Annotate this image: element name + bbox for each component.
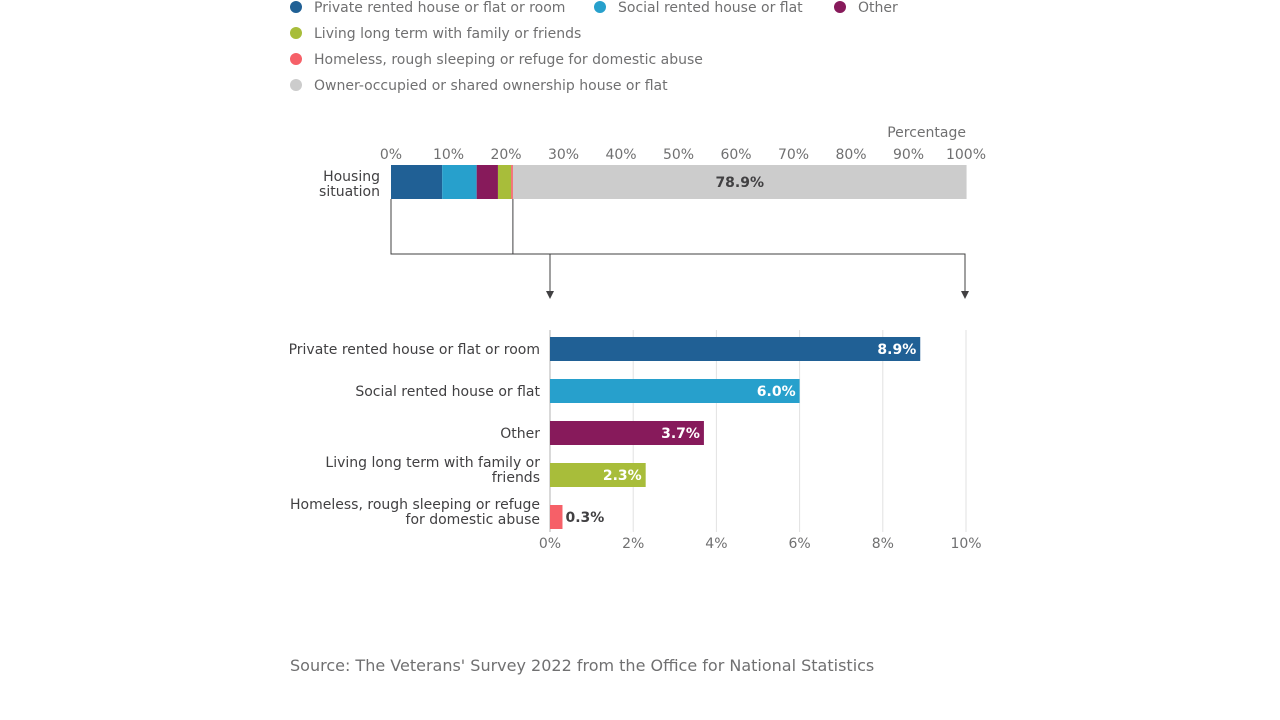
x-axis-title: Percentage — [887, 125, 966, 141]
legend-item-homeless-rough-sleeping-or-refuge-for-domestic-abuse: Homeless, rough sleeping or refuge for d… — [290, 52, 703, 68]
bar-value-label: 6.0% — [757, 384, 796, 400]
x-tick-label: 60% — [720, 147, 751, 163]
bar-other — [550, 421, 704, 445]
x-tick-label: 10% — [433, 147, 464, 163]
legend-item-other: Other — [834, 0, 898, 16]
source-note: Source: The Veterans' Survey 2022 from t… — [290, 656, 875, 675]
x-tick-label: 30% — [548, 147, 579, 163]
bar-value-label: 78.9% — [715, 175, 764, 191]
category-label-line: Social rented house or flat — [355, 384, 540, 400]
bar-value-label: 8.9% — [877, 342, 916, 358]
x-tick-label: 0% — [380, 147, 402, 163]
x-tick-label: 100% — [946, 147, 986, 163]
x-tick-label: 0% — [539, 536, 561, 552]
category-label-line: Living long term with family or — [325, 455, 540, 471]
legend-swatch — [290, 1, 302, 13]
connector-line-left — [390, 199, 551, 292]
legend: Private rented house or flat or room Soci… — [290, 0, 898, 94]
connector-line-right — [512, 199, 966, 292]
category-label-line: Other — [500, 426, 540, 442]
category-label-line: Housing — [323, 169, 380, 185]
bar-segment-social-rented-house-or-flat — [442, 165, 477, 199]
legend-swatch — [594, 1, 606, 13]
bar-segment-homeless-rough-sleeping-or-refuge-for-domestic-abuse — [511, 165, 513, 199]
category-label-other: Other — [500, 426, 540, 442]
stacked-bar-chart: Percentage 0% 10% 20% 30% 40% 50% 60% 70% 80% 90% 1… — [319, 125, 986, 200]
legend-label: Private rented house or flat or room — [314, 0, 565, 16]
x-tick-label: 90% — [893, 147, 924, 163]
legend-swatch — [834, 1, 846, 13]
category-label-line: situation — [319, 184, 380, 200]
legend-swatch — [290, 53, 302, 65]
x-tick-label: 80% — [835, 147, 866, 163]
bar-segment-owner-occupied-or-shared-ownership-house-or-flat — [512, 165, 967, 199]
legend-label: Other — [858, 0, 898, 16]
category-label-line: Private rented house or flat or room — [289, 342, 540, 358]
x-tick-label: 2% — [622, 536, 644, 552]
x-tick-label: 10% — [950, 536, 981, 552]
x-tick-label: 50% — [663, 147, 694, 163]
legend-item-private-rented-house-or-flat-or-room: Private rented house or flat or room — [290, 0, 565, 16]
x-tick-label: 70% — [778, 147, 809, 163]
bar-value-label: 2.3% — [603, 468, 642, 484]
bar-segment-living-long-term-with-family-or-friends — [497, 165, 512, 199]
bar-social-rented-house-or-flat — [550, 379, 800, 403]
bar-value-label: 3.7% — [661, 426, 700, 442]
zoom-connector — [390, 199, 969, 299]
detail-bar-chart: 0% 2% 4% 6% 8% 10% Private rented house or fla… — [289, 330, 982, 552]
legend-item-living-long-term-with-family-or-friends: Living long term with family or friends — [290, 26, 581, 42]
legend-label: Owner-occupied or shared ownership house… — [314, 78, 668, 94]
x-tick-label: 20% — [490, 147, 521, 163]
arrow-down-icon — [961, 291, 969, 299]
bar-living-long-term-with-family-or-friends — [550, 463, 646, 487]
bar-value-label: 0.3% — [565, 510, 604, 526]
bar-segment-other — [476, 165, 498, 199]
legend-swatch — [290, 79, 302, 91]
category-label-line: friends — [492, 470, 540, 486]
legend-item-social-rented-house-or-flat: Social rented house or flat — [594, 0, 803, 16]
legend-label: Social rented house or flat — [618, 0, 803, 16]
legend-item-owner-occupied-or-shared-ownership-house-or-flat: Owner-occupied or shared ownership house… — [290, 78, 668, 94]
bar-private-rented-house-or-flat-or-room — [550, 337, 921, 361]
category-label-line: for domestic abuse — [406, 512, 540, 528]
legend-label: Living long term with family or friends — [314, 26, 581, 42]
category-label-private-rented-house-or-flat-or-room: Private rented house or flat or room — [289, 342, 540, 358]
category-label-line: Homeless, rough sleeping or refuge — [290, 497, 540, 513]
legend-label: Homeless, rough sleeping or refuge for d… — [314, 52, 703, 68]
x-tick-label: 40% — [605, 147, 636, 163]
x-tick-label: 8% — [872, 536, 894, 552]
bar-homeless-rough-sleeping-or-refuge-for-domestic-abuse — [550, 505, 563, 529]
bar-segment-private-rented-house-or-flat-or-room — [391, 165, 443, 199]
x-tick-label: 4% — [705, 536, 727, 552]
legend-swatch — [290, 27, 302, 39]
arrow-down-icon — [546, 291, 554, 299]
category-label-social-rented-house-or-flat: Social rented house or flat — [355, 384, 540, 400]
x-tick-label: 6% — [788, 536, 810, 552]
